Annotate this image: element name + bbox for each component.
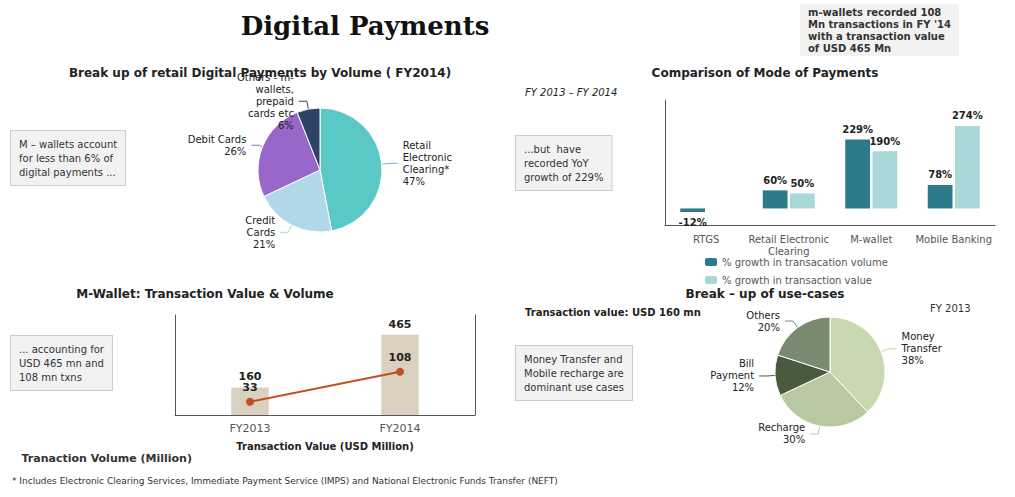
svg-text:of USD 465 Mn: of USD 465 Mn [808, 43, 891, 54]
svg-text:... accounting for: ... accounting for [19, 344, 105, 355]
svg-text:Comparison of Mode of Payments: Comparison of Mode of Payments [652, 66, 879, 80]
svg-text:465: 465 [389, 318, 412, 331]
svg-text:FY 2013: FY 2013 [930, 303, 971, 314]
svg-text:Mn transactions in FY '14: Mn transactions in FY '14 [808, 19, 951, 30]
svg-text:dominant use cases: dominant use cases [524, 382, 624, 393]
svg-text:Retail Electronic: Retail Electronic [748, 234, 829, 245]
svg-text:Retail: Retail [403, 140, 431, 151]
svg-text:20%: 20% [758, 322, 780, 333]
svg-text:Tranaction Volume (Million): Tranaction Volume (Million) [10, 452, 192, 465]
svg-text:47%: 47% [403, 176, 425, 187]
svg-text:Electronic: Electronic [403, 152, 452, 163]
svg-text:FY2013: FY2013 [229, 422, 270, 435]
svg-text:FY2014: FY2014 [379, 422, 420, 435]
svg-text:USD 465 mn and: USD 465 mn and [19, 358, 104, 369]
svg-text:for less than 6% of: for less than 6% of [19, 153, 114, 164]
svg-text:38%: 38% [902, 355, 924, 366]
svg-text:-12%: -12% [679, 217, 707, 228]
svg-text:growth of 229%: growth of 229% [524, 172, 603, 183]
svg-text:Cards: Cards [247, 227, 276, 238]
svg-text:78%: 78% [928, 169, 952, 180]
svg-text:M-wallet: M-wallet [850, 234, 892, 245]
svg-text:Others: Others [746, 310, 780, 321]
svg-text:recorded YoY: recorded YoY [524, 158, 590, 169]
svg-text:M – wallets account: M – wallets account [19, 139, 117, 150]
svg-text:60%: 60% [763, 175, 787, 186]
svg-text:Clearing*: Clearing* [403, 164, 450, 175]
svg-text:RTGS: RTGS [693, 234, 719, 245]
svg-text:30%: 30% [783, 434, 805, 445]
svg-text:Clearing: Clearing [768, 246, 810, 257]
svg-text:Transaction value: USD 160 mn: Transaction value: USD 160 mn [525, 307, 701, 318]
svg-text:12%: 12% [732, 382, 754, 393]
svg-text:Payment: Payment [710, 370, 754, 381]
svg-text:33: 33 [242, 381, 257, 394]
svg-text:Credit: Credit [245, 215, 275, 226]
svg-text:Money: Money [902, 331, 935, 342]
svg-text:% growth in transacation volum: % growth in transacation volume [722, 257, 888, 268]
svg-text:% growth in transaction value: % growth in transaction value [722, 275, 872, 286]
svg-text:Bill: Bill [739, 358, 754, 369]
svg-text:Mobile recharge are: Mobile recharge are [524, 368, 624, 379]
svg-text:Break up of retail Digital Pay: Break up of retail Digital Payments by V… [69, 66, 451, 80]
svg-text:M-Wallet: Transaction Value &: M-Wallet: Transaction Value & Volume [76, 287, 333, 301]
svg-text:108: 108 [389, 351, 412, 364]
svg-text:108 mn txns: 108 mn txns [19, 372, 82, 383]
svg-text:Debit Cards: Debit Cards [188, 134, 247, 145]
svg-text:m-wallets recorded 108: m-wallets recorded 108 [808, 7, 941, 18]
svg-text:Mobile Banking: Mobile Banking [915, 234, 992, 245]
svg-text:with a transaction value: with a transaction value [808, 31, 945, 42]
svg-text:digital payments ...: digital payments ... [19, 167, 116, 178]
svg-text:Break – up of use-cases: Break – up of use-cases [685, 287, 844, 301]
svg-text:190%: 190% [869, 136, 900, 147]
svg-text:274%: 274% [952, 110, 983, 121]
svg-text:Money Transfer and: Money Transfer and [524, 354, 623, 365]
svg-text:Digital Payments: Digital Payments [241, 11, 490, 41]
svg-text:FY 2013 – FY 2014: FY 2013 – FY 2014 [525, 87, 617, 98]
svg-text:Transfer: Transfer [901, 343, 943, 354]
svg-text:prepaid: prepaid [256, 96, 294, 107]
svg-text:6%: 6% [278, 120, 294, 131]
svg-text:* Includes Electronic Clearing: * Includes Electronic Clearing Services,… [12, 476, 558, 486]
svg-text:160: 160 [238, 370, 262, 384]
svg-text:21%: 21% [253, 239, 275, 250]
svg-text:50%: 50% [790, 178, 814, 189]
svg-text:cards etc: cards etc [248, 108, 294, 119]
svg-text:...but have: ...but have [524, 144, 581, 155]
svg-text:26%: 26% [224, 146, 246, 157]
svg-text:229%: 229% [842, 124, 873, 135]
svg-text:Recharge: Recharge [758, 422, 805, 433]
svg-text:wallets,: wallets, [256, 84, 294, 95]
svg-text:Transaction Value (USD Million: Transaction Value (USD Million) [236, 441, 413, 452]
